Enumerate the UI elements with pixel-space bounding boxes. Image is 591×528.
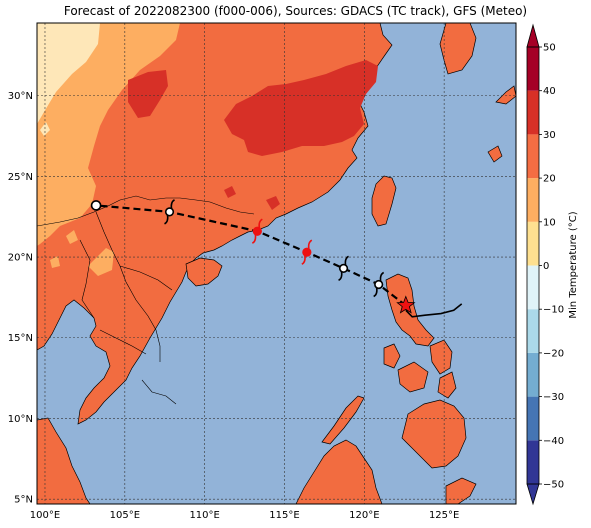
map-gridlines <box>37 23 516 504</box>
colorbar-segment <box>527 90 539 135</box>
colorbar: −50 −40 −30 −20 −10 0 10 20 30 40 50 Min Temperatur… <box>526 23 579 506</box>
colorbar-tick-label: 30 <box>543 130 556 141</box>
colorbar-segment <box>527 47 539 91</box>
colorbar-tick-label: −30 <box>543 392 564 403</box>
colorbar-segment <box>527 221 539 266</box>
map-title: Forecast of 2022082300 (f000-006), Sourc… <box>63 4 528 18</box>
lat-tick-label: 25°N <box>8 172 33 183</box>
land-layer <box>37 23 516 504</box>
temp-zone-pale-yellow <box>37 23 100 124</box>
map-frame <box>36 22 517 505</box>
colorbar-extend-bottom <box>526 483 540 506</box>
visayas-mindoro <box>383 339 457 399</box>
lat-tick-label: 30°N <box>8 91 33 102</box>
lon-tick-label: 125°E <box>429 510 459 521</box>
lat-tick-label: 20°N <box>8 253 33 264</box>
past-track-line <box>405 303 463 318</box>
colorbar-tick-label: 10 <box>543 217 556 228</box>
sulawesi <box>445 477 477 504</box>
lon-tick-label: 100°E <box>30 510 60 521</box>
mindanao <box>401 399 467 469</box>
temp-zone-dark-red-north <box>128 70 168 118</box>
lon-tick-label: 105°E <box>110 510 140 521</box>
colorbar-segment <box>527 352 539 397</box>
lat-tick-label: 10°N <box>8 414 33 425</box>
hainan <box>185 257 223 287</box>
colorbar-tick-label: 50 <box>543 43 556 54</box>
palawan <box>321 395 365 445</box>
lon-tick-label: 120°E <box>349 510 379 521</box>
tc-low-symbol <box>90 200 102 211</box>
colorbar-tick-label: −50 <box>543 480 564 491</box>
country-borders <box>37 195 255 405</box>
taiwan <box>371 175 397 227</box>
current-position-star <box>396 295 416 314</box>
colorbar-segment <box>527 178 539 222</box>
colorbar-segment <box>527 440 539 484</box>
lon-tick-label: 115°E <box>269 510 299 521</box>
lat-tick-label: 15°N <box>8 333 33 344</box>
colorbar-segment <box>527 134 539 179</box>
tc-depression-symbol <box>373 271 385 298</box>
tc-storm-symbol <box>301 239 313 265</box>
colorbar-segment <box>527 309 539 353</box>
colorbar-segment <box>527 396 539 441</box>
colorbar-tick-label: −40 <box>543 436 564 447</box>
colorbar-extend-top <box>526 23 540 48</box>
axis-ticks: 100°E 105°E 110°E 115°E 120°E 125°E 5°N 10°N 15°… <box>8 91 460 521</box>
temp-zone-dark-red-small <box>224 186 280 210</box>
ryukyu <box>495 85 516 105</box>
colorbar-segment <box>527 265 539 310</box>
colorbar-tick-label: 40 <box>543 86 556 97</box>
colorbar-tick-label: 0 <box>543 261 549 272</box>
korea-peninsula <box>439 23 477 75</box>
malay-peninsula <box>37 417 91 504</box>
tc-depression-symbol <box>164 199 175 225</box>
tc-track <box>90 199 463 318</box>
colorbar-tick-label: −20 <box>543 348 564 359</box>
colorbar-tick-label: 20 <box>543 174 556 185</box>
lon-tick-label: 110°E <box>189 510 219 521</box>
kyushu <box>487 145 503 163</box>
temp-zone-light-patch <box>50 150 114 276</box>
borneo <box>295 439 383 504</box>
colorbar-label: Min Temperature (°C) <box>568 211 579 318</box>
colorbar-tick-label: −10 <box>543 305 564 316</box>
temp-zone-dark-red <box>224 60 378 156</box>
tc-storm-symbol <box>251 218 263 244</box>
tc-depression-symbol <box>338 255 349 282</box>
temp-zone-light-orange <box>37 23 180 246</box>
lat-tick-label: 5°N <box>14 495 33 506</box>
